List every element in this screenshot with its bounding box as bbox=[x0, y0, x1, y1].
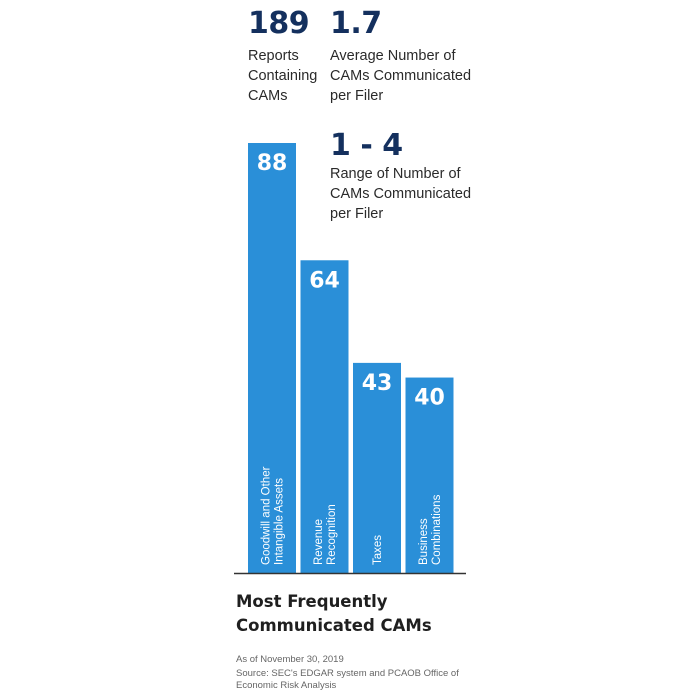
chart-title: Most Frequently Communicated CAMs bbox=[236, 592, 432, 635]
category-label: BusinessCombinations bbox=[418, 494, 443, 565]
stat-range-label: Range of Number of CAMs Communicated per… bbox=[330, 166, 472, 222]
stat-reports-value: 189 bbox=[248, 6, 310, 41]
stat-average-value: 1.7 bbox=[330, 6, 382, 41]
bar-2 bbox=[300, 260, 349, 573]
bar-value-label: 43 bbox=[362, 371, 393, 396]
bar-1 bbox=[248, 143, 296, 573]
stat-reports-label: Reports Containing CAMs bbox=[248, 48, 318, 104]
bar-value-label: 88 bbox=[257, 151, 288, 176]
bar-value-label: 40 bbox=[414, 386, 445, 411]
bar-value-label: 64 bbox=[309, 268, 340, 293]
bar-3 bbox=[353, 362, 401, 573]
stat-average-label: Average Number of CAMs Communicated per … bbox=[330, 48, 472, 104]
as-of-note: As of November 30, 2019 bbox=[236, 654, 344, 665]
bar-4 bbox=[405, 377, 454, 573]
category-label: Goodwill and OtherIntangible Assets bbox=[261, 466, 286, 565]
category-label: RevenueRecognition bbox=[313, 504, 338, 565]
category-label: Taxes bbox=[372, 535, 384, 565]
stat-range-value: 1 - 4 bbox=[330, 128, 403, 163]
source-note: Source: SEC's EDGAR system and PCAOB Off… bbox=[236, 668, 459, 691]
